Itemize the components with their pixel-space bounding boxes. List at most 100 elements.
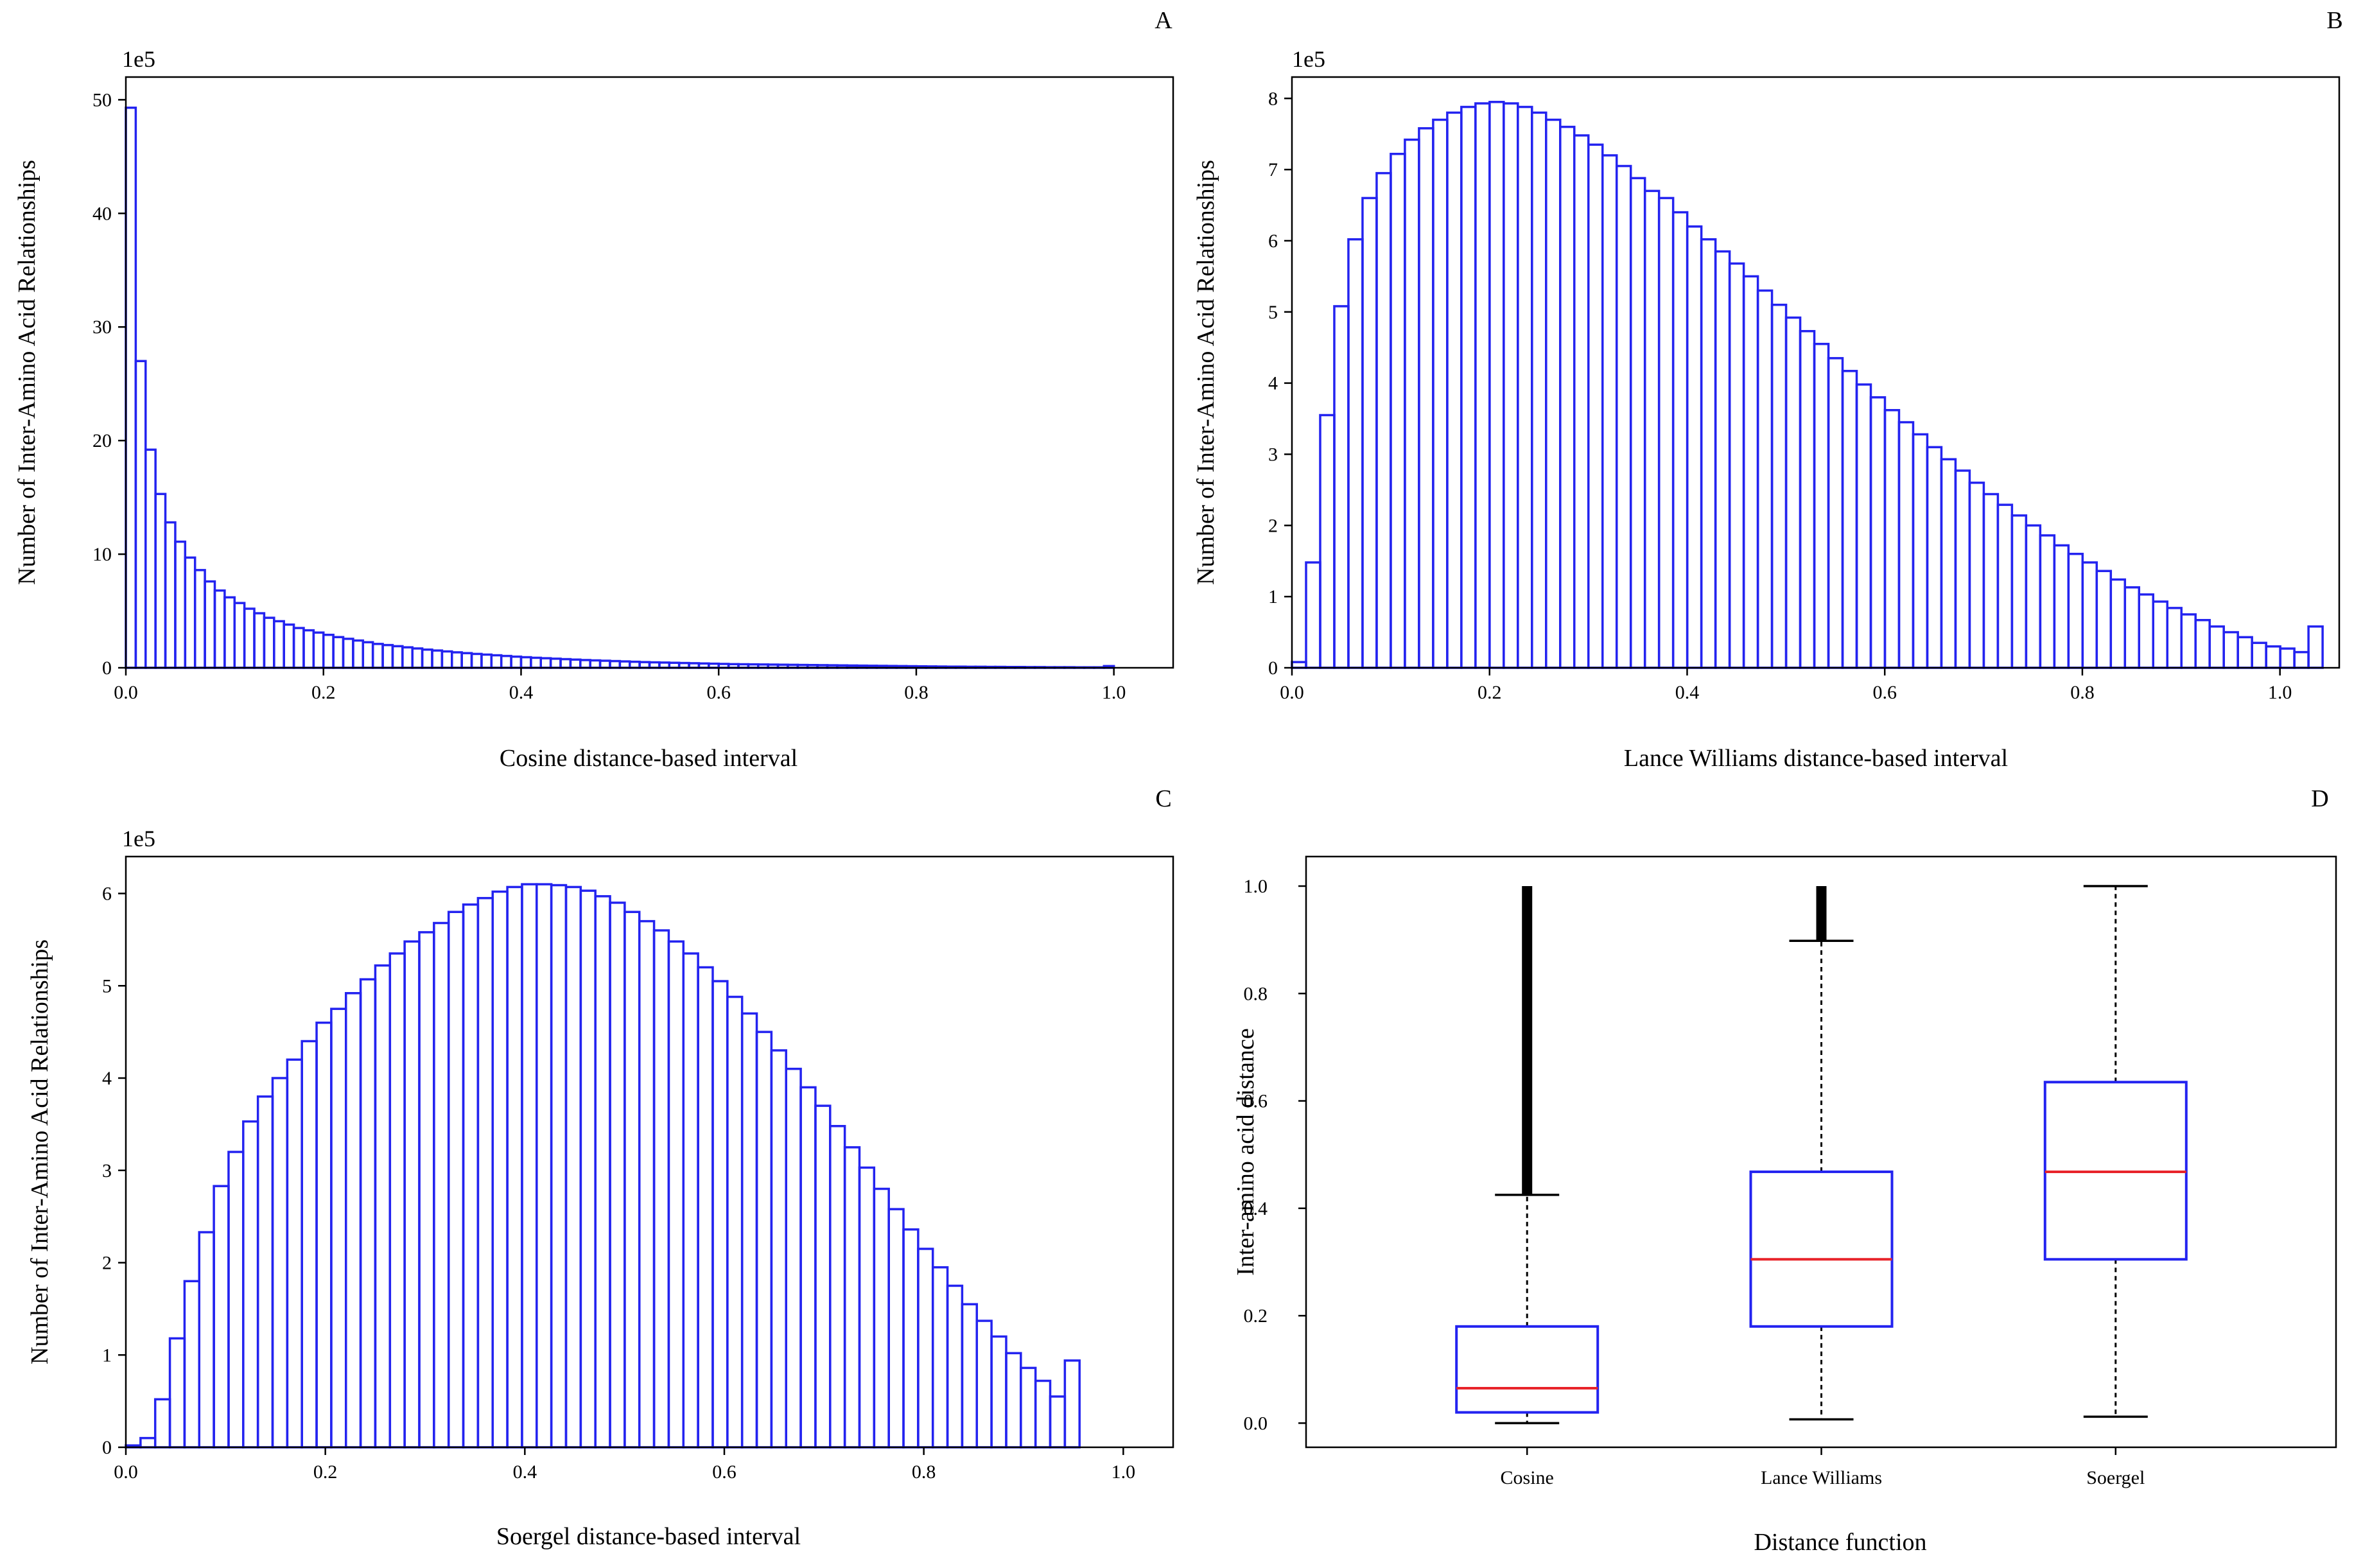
x-axis-label-a: Cosine distance-based interval: [500, 745, 798, 772]
x-axis-label-c: Soergel distance-based interval: [496, 1523, 801, 1550]
histogram-bar-a-51: [628, 660, 641, 669]
y-axis-label-b: Number of Inter-Amino Acid Relationships: [1192, 160, 1219, 585]
histogram-bar-c-58: [975, 1320, 993, 1449]
histogram-bar-b-72: [2307, 625, 2324, 669]
histogram-bar-b-8: [1404, 138, 1420, 669]
histogram-bar-b-37: [1813, 342, 1830, 669]
bars-c: [125, 883, 1081, 1449]
histogram-bar-c-48: [829, 1125, 846, 1449]
histogram-bar-a-14: [263, 616, 275, 669]
histogram-bar-a-34: [460, 652, 473, 669]
histogram-bar-a-6: [184, 556, 196, 669]
histogram-bar-a-29: [411, 647, 424, 669]
y-tick-label-b-2: 2: [1268, 515, 1278, 536]
y-axis-label-c: Number of Inter-Amino Acid Relationships: [26, 939, 53, 1364]
ticks-c: 0.0 0.2 0.4 0.6 0.8 1.0 0 1 2 3 4 5 6: [102, 884, 1135, 1483]
histogram-bar-c-13: [315, 1022, 333, 1449]
histogram-bar-c-6: [213, 1185, 230, 1449]
histogram-bar-c-57: [961, 1303, 979, 1449]
histogram-bar-c-31: [579, 889, 597, 1449]
histogram-bar-a-40: [519, 656, 532, 669]
histogram-bar-c-3: [168, 1337, 186, 1449]
histogram-bar-b-56: [2081, 561, 2098, 669]
ticks-d: Cosine Lance Williams Soergel 0.0 0.2 0.4 0.6 0…: [1244, 876, 2145, 1488]
x-axis-label-b: Lance Williams distance-based interval: [1624, 745, 2008, 772]
ticks-b: 0.0 0.2 0.4 0.6 0.8 1.0 0 1 2 3 4 5 6 7 8: [1268, 88, 2292, 703]
histogram-bar-a-0: [125, 107, 137, 669]
histogram-bar-c-20: [418, 931, 435, 1449]
histogram-bar-a-5: [174, 540, 187, 669]
histogram-bar-b-10: [1432, 118, 1449, 669]
histogram-bar-b-35: [1784, 316, 1802, 669]
y-tick-label-d-2: 0.4: [1244, 1198, 1268, 1219]
histogram-bar-b-50: [1996, 503, 2014, 669]
histogram-bar-c-25: [491, 890, 509, 1449]
y-tick-label-c-6: 6: [102, 884, 112, 905]
y-tick-label-b-3: 3: [1268, 444, 1278, 465]
histogram-bar-b-16: [1517, 105, 1533, 669]
histogram-bar-b-9: [1418, 127, 1434, 669]
panel-letter-b: B: [2326, 7, 2342, 34]
x-tick-label-a-1: 0.2: [311, 682, 336, 703]
histogram-bar-c-15: [344, 992, 362, 1449]
histogram-bar-b-7: [1390, 152, 1406, 669]
histogram-bar-c-54: [917, 1248, 934, 1449]
histogram-bar-c-47: [814, 1104, 832, 1449]
x-tick-label-b-5: 1.0: [2268, 682, 2292, 703]
histogram-bar-c-4: [183, 1280, 200, 1449]
x-axis-label-d: Distance function: [1754, 1529, 1926, 1556]
y-offset-label-c: 1e5: [122, 826, 155, 851]
histogram-bar-c-39: [697, 966, 714, 1449]
histogram-panel-a: A 1e5 0.0 0.2 0.4 0.6 0.8 1.0 0 10 20 30 40 50 Cosi…: [13, 7, 1174, 772]
y-axis-label-d: Inter-amino acid distance: [1232, 1028, 1259, 1275]
histogram-bar-c-42: [740, 1012, 758, 1449]
histogram-bar-c-24: [476, 896, 494, 1449]
histogram-bar-a-49: [609, 659, 622, 669]
x-tick-label-a-3: 0.6: [706, 682, 731, 703]
histogram-bar-c-37: [667, 940, 685, 1449]
histogram-bar-a-19: [312, 631, 325, 669]
histogram-bar-c-5: [198, 1231, 215, 1449]
histogram-bar-a-37: [490, 654, 503, 669]
histogram-bar-b-62: [2166, 607, 2183, 669]
panel-letter-a: A: [1155, 7, 1173, 34]
histogram-bar-b-70: [2279, 647, 2296, 669]
x-tick-label-c-0: 0.0: [114, 1461, 138, 1483]
histogram-bar-c-17: [374, 964, 392, 1449]
histogram-bar-b-4: [1347, 238, 1364, 669]
histogram-bar-a-30: [421, 648, 433, 669]
histogram-bar-a-26: [381, 643, 394, 669]
y-offset-label-a: 1e5: [122, 46, 155, 72]
histogram-bar-b-33: [1756, 289, 1774, 669]
histogram-bar-a-21: [332, 636, 345, 669]
histogram-bar-b-61: [2152, 600, 2168, 669]
histogram-bar-b-5: [1361, 196, 1378, 669]
histogram-bar-b-51: [2010, 514, 2028, 669]
histogram-panel-c: C 1e5 0.0 0.2 0.4 0.6 0.8 1.0 0 1 2 3 4 5 6 Soergel …: [26, 785, 1174, 1550]
histogram-bar-b-52: [2025, 524, 2042, 669]
histogram-bar-b-30: [1714, 250, 1731, 669]
boxes-d: [1455, 885, 2188, 1425]
histogram-bar-c-50: [858, 1166, 876, 1449]
histogram-bar-b-13: [1474, 102, 1491, 669]
histogram-bar-b-2: [1319, 414, 1336, 669]
histogram-bar-c-32: [594, 895, 611, 1449]
histogram-bar-a-24: [362, 641, 374, 669]
histogram-bar-b-31: [1728, 262, 1745, 669]
y-tick-label-a-0: 0: [102, 658, 112, 679]
histogram-bar-a-53: [648, 661, 661, 669]
histogram-bar-b-53: [2039, 534, 2056, 669]
histogram-bar-c-61: [1020, 1366, 1037, 1449]
histogram-bar-b-44: [1912, 433, 1929, 669]
plot-frame-d: [1305, 855, 2337, 1449]
y-tick-label-c-1: 1: [102, 1345, 112, 1366]
box-0-iqr-box: [1455, 1325, 1600, 1414]
histogram-bar-b-32: [1742, 275, 1759, 669]
histogram-bar-b-49: [1982, 492, 2000, 669]
histogram-bar-c-19: [403, 940, 421, 1449]
histogram-bar-a-33: [451, 651, 463, 669]
histogram-bar-c-2: [153, 1398, 171, 1449]
histogram-bar-b-27: [1671, 211, 1689, 669]
histogram-bar-a-10: [223, 596, 236, 669]
histogram-bar-a-42: [539, 657, 552, 669]
